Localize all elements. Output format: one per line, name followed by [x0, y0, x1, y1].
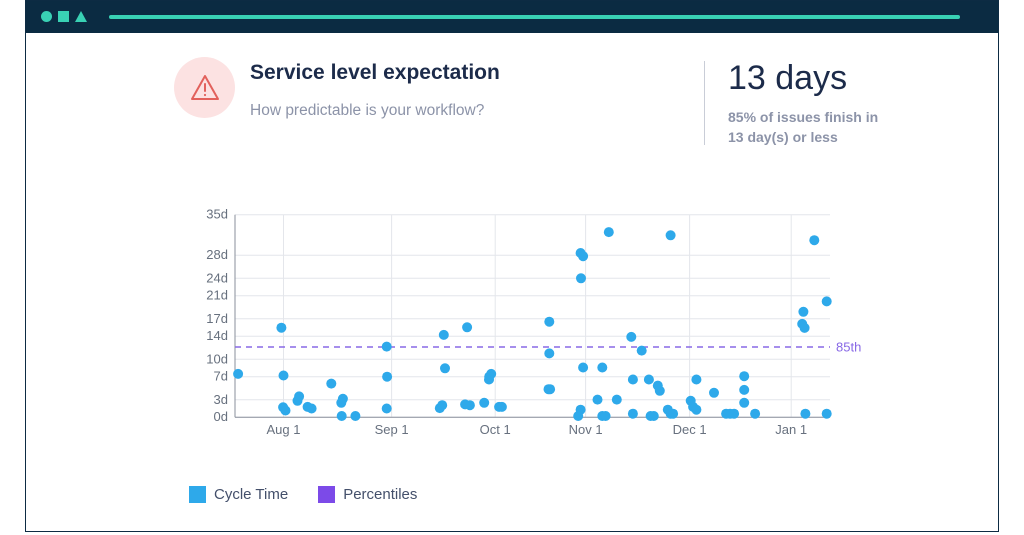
svg-text:85th: 85th — [836, 340, 861, 355]
svg-text:Jan 1: Jan 1 — [775, 422, 807, 437]
svg-text:Aug 1: Aug 1 — [267, 422, 301, 437]
svg-text:Oct 1: Oct 1 — [480, 422, 511, 437]
svg-text:14d: 14d — [206, 328, 228, 343]
svg-text:17d: 17d — [206, 311, 228, 326]
svg-text:10d: 10d — [206, 351, 228, 366]
svg-text:3d: 3d — [214, 392, 228, 407]
svg-text:Nov 1: Nov 1 — [569, 422, 603, 437]
svg-text:7d: 7d — [214, 369, 228, 384]
svg-text:0d: 0d — [214, 409, 228, 424]
svg-text:Dec 1: Dec 1 — [673, 422, 707, 437]
svg-text:35d: 35d — [206, 207, 228, 222]
svg-text:Sep 1: Sep 1 — [375, 422, 409, 437]
svg-text:21d: 21d — [206, 288, 228, 303]
svg-text:28d: 28d — [206, 247, 228, 262]
svg-text:24d: 24d — [206, 270, 228, 285]
